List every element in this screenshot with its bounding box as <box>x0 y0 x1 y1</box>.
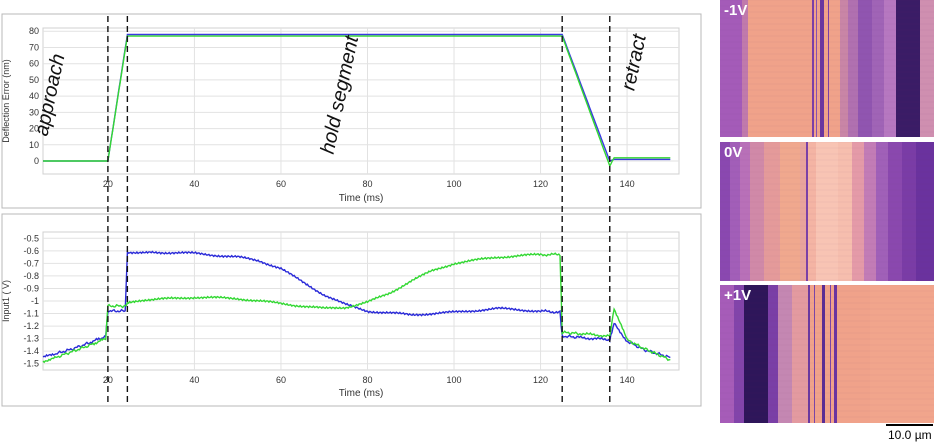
y-tick-label: 70 <box>29 42 39 52</box>
image-stripe <box>888 142 902 281</box>
y-tick-label: 80 <box>29 26 39 36</box>
image-stripe <box>742 0 748 137</box>
tile-label: 0V <box>724 144 743 161</box>
image-stripe <box>828 0 829 137</box>
image-stripe <box>830 285 831 423</box>
image-stripe <box>852 142 864 281</box>
image-stripe <box>870 285 934 423</box>
segment-dashed-lines <box>107 16 611 404</box>
y-axis-label: Deflection Error (nm) <box>1 59 11 143</box>
image-stripe <box>800 142 806 281</box>
image-stripe <box>744 285 768 423</box>
y-tick-label: -1.1 <box>23 309 39 319</box>
y-tick-label: -0.6 <box>23 246 39 256</box>
y-tick-label: 0 <box>34 156 39 166</box>
image-stripe <box>834 285 837 423</box>
x-tick-label: 100 <box>447 179 462 189</box>
x-tick-label: 40 <box>189 375 199 385</box>
image-stripe <box>822 285 825 423</box>
y-tick-label: -0.5 <box>23 233 39 243</box>
image-stripe <box>916 142 934 281</box>
x-axis-label: Time (ms) <box>339 388 384 399</box>
scale-bar-label: 10.0 µm <box>888 428 932 442</box>
image-stripe <box>780 142 800 281</box>
image-stripe <box>740 142 750 281</box>
y-tick-label: -1 <box>31 296 39 306</box>
input1-chart: 20406080100120140-1.5-1.4-1.3-1.2-1.1-1-… <box>1 213 702 407</box>
y-tick-label: 60 <box>29 59 39 69</box>
x-tick-label: 120 <box>533 375 548 385</box>
afm-image-tile-minus1v: -1V <box>720 0 934 137</box>
y-tick-label: -1.2 <box>23 321 39 331</box>
image-stripe <box>840 0 848 137</box>
x-tick-label: 120 <box>533 179 548 189</box>
image-stripe <box>864 142 876 281</box>
x-tick-label: 60 <box>276 179 286 189</box>
image-stripe <box>820 0 824 137</box>
image-stripe <box>816 142 838 281</box>
image-stripe <box>792 285 808 423</box>
y-tick-label: 40 <box>29 91 39 101</box>
image-stripe <box>720 0 742 137</box>
image-stripe <box>838 142 852 281</box>
tile-label: +1V <box>724 287 752 304</box>
afm-image-tile-plus1v: +1V <box>720 285 934 423</box>
x-tick-label: 80 <box>362 179 372 189</box>
y-tick-label: -1.5 <box>23 359 39 369</box>
y-tick-label: -0.9 <box>23 283 39 293</box>
image-stripe <box>858 0 872 137</box>
x-tick-label: 80 <box>362 375 372 385</box>
x-tick-label: 140 <box>620 179 635 189</box>
x-tick-label: 140 <box>620 375 635 385</box>
x-tick-label: 20 <box>103 179 113 189</box>
image-stripe <box>896 0 920 137</box>
y-tick-label: 30 <box>29 107 39 117</box>
y-tick-label: -0.7 <box>23 258 39 268</box>
x-tick-label: 60 <box>276 375 286 385</box>
x-axis-label: Time (ms) <box>339 193 384 204</box>
x-tick-label: 100 <box>447 375 462 385</box>
image-stripe <box>720 142 730 281</box>
image-stripe <box>720 285 734 423</box>
image-stripe <box>902 142 916 281</box>
data-series-line <box>42 250 671 359</box>
image-stripe <box>806 142 808 281</box>
image-stripe <box>814 285 815 423</box>
image-stripe <box>730 142 740 281</box>
y-tick-label: 10 <box>29 140 39 150</box>
image-stripe <box>876 142 888 281</box>
image-stripe <box>872 0 884 137</box>
image-stripe <box>808 285 810 423</box>
image-stripe <box>750 142 764 281</box>
y-axis-label: Input1 ( V) <box>1 280 11 322</box>
y-tick-label: 50 <box>29 75 39 85</box>
image-stripe <box>816 0 817 137</box>
plot-area <box>42 27 680 175</box>
tile-label: -1V <box>724 2 748 19</box>
data-series-line <box>43 35 671 168</box>
image-stripe <box>848 0 858 137</box>
image-stripe <box>778 285 792 423</box>
image-stripe <box>768 285 778 423</box>
y-tick-label: -1.3 <box>23 334 39 344</box>
scale-bar <box>886 424 933 426</box>
y-tick-label: -1.4 <box>23 346 39 356</box>
image-stripe <box>812 0 814 137</box>
image-stripe <box>920 0 934 137</box>
deflection-chart: 20 40 60 80 100 120 140 0 10 20 30 40 50 60 70 80 Time (… <box>1 13 702 209</box>
data-series-line <box>42 252 671 364</box>
x-tick-label: 40 <box>189 179 199 189</box>
y-tick-label: -0.8 <box>23 271 39 281</box>
y-tick-label: 20 <box>29 124 39 134</box>
afm-image-tile-0v: 0V <box>720 142 934 281</box>
image-stripe <box>764 142 780 281</box>
image-stripe <box>734 285 744 423</box>
